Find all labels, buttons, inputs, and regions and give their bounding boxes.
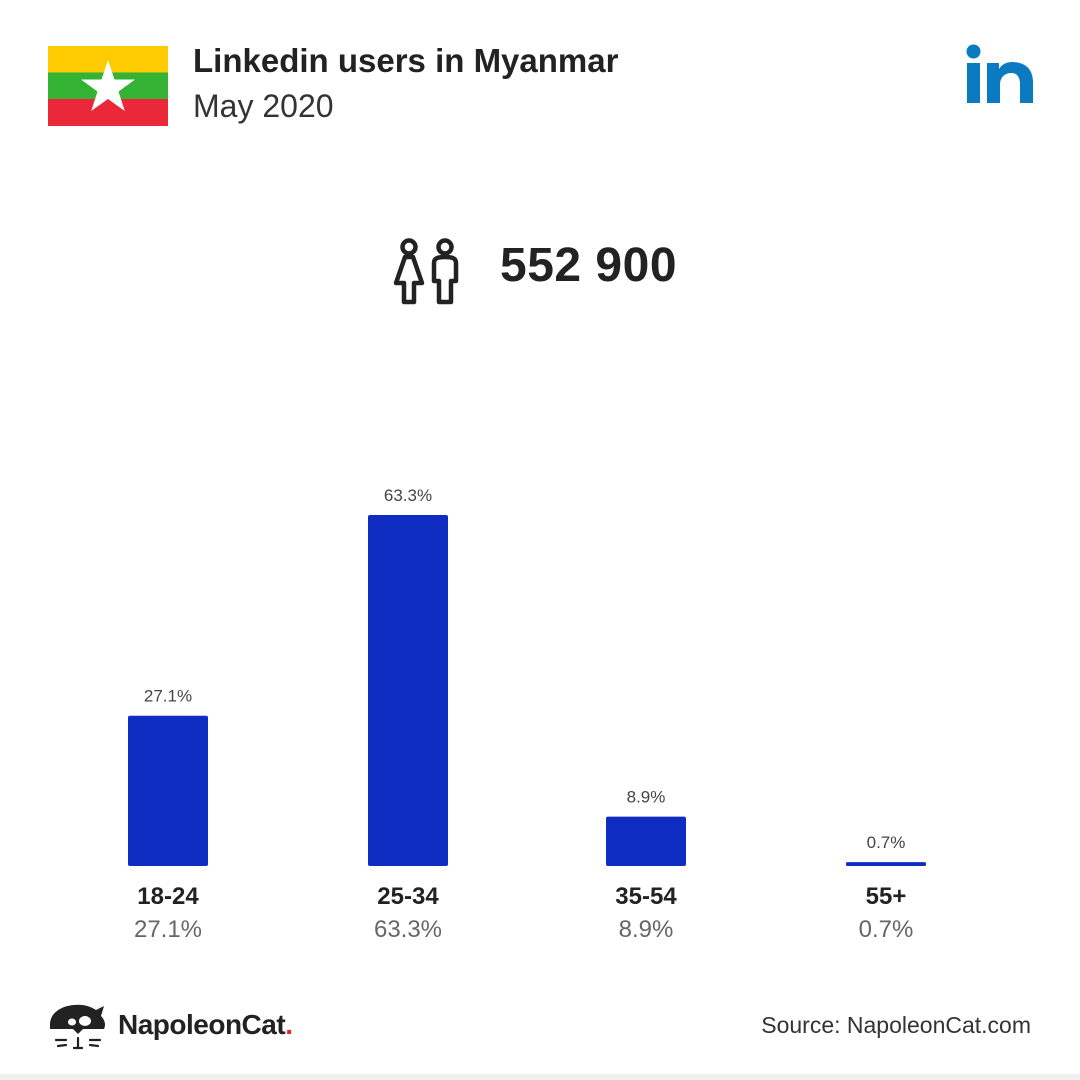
brand-name-text: NapoleonCat xyxy=(118,1009,286,1040)
category-percent: 63.3% xyxy=(373,916,443,943)
total-users-value: 552 900 xyxy=(500,239,678,292)
footer-strip xyxy=(0,1074,1080,1080)
myanmar-flag-icon xyxy=(48,46,168,126)
page-title: Linkedin users in Myanmar xyxy=(193,42,619,79)
bar-18-24 xyxy=(128,715,208,866)
bar-35-54 xyxy=(606,816,686,866)
category-percent: 27.1% xyxy=(133,916,203,943)
napoleoncat-brand-name: NapoleonCat. xyxy=(118,1009,293,1041)
bar-55+ xyxy=(846,862,926,866)
category-label: 55+ xyxy=(865,883,907,910)
page-subtitle: May 2020 xyxy=(193,88,334,124)
bar-25-34 xyxy=(368,515,448,866)
bar-value-label: 27.1% xyxy=(144,687,192,706)
people-icon xyxy=(393,238,459,305)
category-label: 35-54 xyxy=(615,883,677,910)
category-percent: 0.7% xyxy=(858,916,914,943)
source-credit: Source: NapoleonCat.com xyxy=(761,1012,1031,1038)
napoleoncat-logo-icon xyxy=(50,1004,105,1050)
category-percent: 8.9% xyxy=(618,916,674,943)
bar-value-label: 8.9% xyxy=(627,788,666,807)
bar-value-label: 0.7% xyxy=(867,833,906,852)
brand-dot: . xyxy=(285,1009,293,1040)
category-label: 18-24 xyxy=(137,883,199,910)
linkedin-logo-icon xyxy=(966,44,1033,103)
category-label: 25-34 xyxy=(377,883,439,910)
bar-value-label: 63.3% xyxy=(384,486,432,505)
